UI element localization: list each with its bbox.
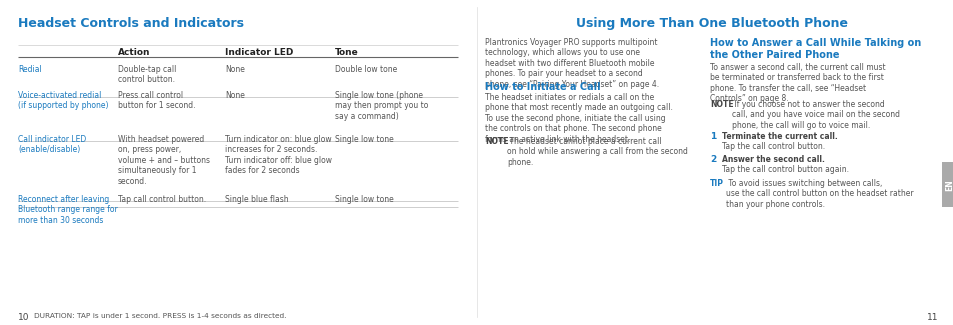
Text: Single low tone: Single low tone	[335, 135, 394, 144]
Text: None: None	[225, 65, 245, 74]
Text: The headset cannot place a current call
on hold while answering a call from the : The headset cannot place a current call …	[506, 137, 687, 167]
Text: Tone: Tone	[335, 48, 358, 57]
Text: The headset initiates or redials a call on the
phone that most recently made an : The headset initiates or redials a call …	[484, 93, 672, 144]
Text: Single blue flash: Single blue flash	[225, 195, 289, 204]
Text: DURATION: TAP is under 1 second. PRESS is 1-4 seconds as directed.: DURATION: TAP is under 1 second. PRESS i…	[34, 313, 286, 319]
Text: Tap the call control button.: Tap the call control button.	[721, 142, 824, 151]
Text: TIP: TIP	[709, 179, 723, 188]
Text: Turn indicator on: blue glow
increases for 2 seconds.
Turn indicator off: blue g: Turn indicator on: blue glow increases f…	[225, 135, 332, 175]
Text: Double-tap call
control button.: Double-tap call control button.	[118, 65, 176, 84]
Text: To avoid issues switching between calls,
use the call control button on the head: To avoid issues switching between calls,…	[725, 179, 913, 209]
Text: Terminate the current call.: Terminate the current call.	[721, 132, 837, 141]
Text: If you choose not to answer the second
call, and you have voice mail on the seco: If you choose not to answer the second c…	[731, 100, 899, 130]
Text: Single low tone: Single low tone	[335, 195, 394, 204]
Text: Voice-activated redial
(if supported by phone): Voice-activated redial (if supported by …	[18, 91, 109, 111]
Text: 2: 2	[709, 155, 716, 164]
Text: NOTE: NOTE	[709, 100, 733, 109]
Text: Double low tone: Double low tone	[335, 65, 396, 74]
Text: Action: Action	[118, 48, 151, 57]
Text: Press call control
button for 1 second.: Press call control button for 1 second.	[118, 91, 195, 111]
Text: EN: EN	[944, 179, 953, 191]
Text: Tap the call control button again.: Tap the call control button again.	[721, 165, 848, 174]
Text: Using More Than One Bluetooth Phone: Using More Than One Bluetooth Phone	[575, 17, 846, 30]
Text: Indicator LED: Indicator LED	[225, 48, 294, 57]
Text: None: None	[225, 91, 245, 100]
Text: Redial: Redial	[18, 65, 42, 74]
Text: 1: 1	[709, 132, 716, 141]
Text: Headset Controls and Indicators: Headset Controls and Indicators	[18, 17, 244, 30]
Text: Reconnect after leaving
Bluetooth range range for
more than 30 seconds: Reconnect after leaving Bluetooth range …	[18, 195, 117, 225]
Text: Plantronics Voyager PRO supports multipoint
technology, which allows you to use : Plantronics Voyager PRO supports multipo…	[484, 38, 659, 89]
Text: Answer the second call.: Answer the second call.	[721, 155, 824, 164]
Text: Call indicator LED
(enable/disable): Call indicator LED (enable/disable)	[18, 135, 86, 154]
Text: 10: 10	[18, 313, 30, 322]
Text: 11: 11	[925, 313, 937, 322]
Text: To answer a second call, the current call must
be terminated or transferred back: To answer a second call, the current cal…	[709, 63, 884, 103]
Text: NOTE: NOTE	[484, 137, 508, 146]
Text: How to Initiate a Call: How to Initiate a Call	[484, 82, 600, 92]
Text: Tap call control button.: Tap call control button.	[118, 195, 206, 204]
Text: With headset powered
on, press power,
volume + and – buttons
simultaneously for : With headset powered on, press power, vo…	[118, 135, 210, 186]
Text: Single low tone (phone
may then prompt you to
say a command): Single low tone (phone may then prompt y…	[335, 91, 428, 121]
Text: How to Answer a Call While Talking on
the Other Paired Phone: How to Answer a Call While Talking on th…	[709, 38, 921, 59]
